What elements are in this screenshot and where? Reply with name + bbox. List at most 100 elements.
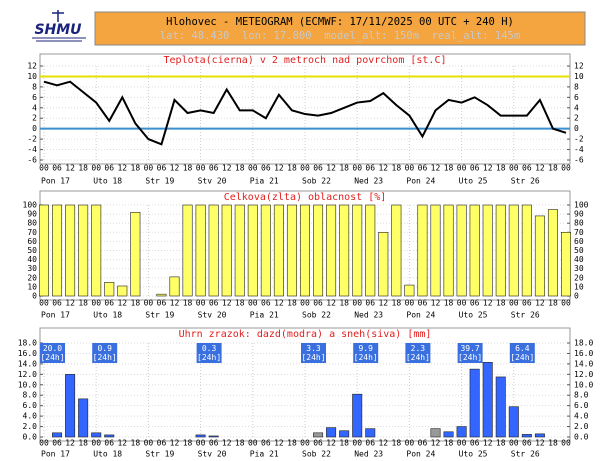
x-tick-label: 00 <box>561 439 571 448</box>
y-tick-label: -4 <box>27 145 37 154</box>
day-label: Str 19 <box>145 177 174 186</box>
bar <box>430 428 441 438</box>
day-label: Pia 21 <box>250 450 279 459</box>
y-tick-label-right: 2.0 <box>574 422 589 431</box>
day-label: Uto 25 <box>459 177 488 186</box>
x-tick-label: 18 <box>287 439 297 448</box>
daily-total-label: 0.9 <box>97 344 112 353</box>
x-tick-label: 06 <box>522 299 532 308</box>
bar <box>39 204 49 297</box>
bar <box>208 435 219 438</box>
day-label: Str 19 <box>145 311 174 320</box>
y-tick-label-right: -4 <box>574 145 584 154</box>
bar <box>104 434 115 438</box>
bar <box>508 406 519 438</box>
x-tick-label: 12 <box>65 164 75 173</box>
x-tick-label: 00 <box>457 164 467 173</box>
chart-title: Celkova(zlta) oblacnost [%] <box>224 192 387 203</box>
x-tick-label: 18 <box>131 299 141 308</box>
x-tick-label: 06 <box>313 299 323 308</box>
bar <box>508 204 519 297</box>
logo-text: SHMU <box>34 22 82 38</box>
day-label: Pon 24 <box>406 311 435 320</box>
bar <box>482 362 493 438</box>
x-tick-label: 18 <box>496 164 506 173</box>
bar <box>182 204 193 297</box>
y-tick-label-right: 100 <box>574 201 589 210</box>
y-tick-label-right: 0 <box>574 292 579 301</box>
header-title: Hlohovec - METEOGRAM (ECMWF: 17/11/2025 … <box>166 16 514 28</box>
y-tick-label-right: 8 <box>574 82 579 91</box>
x-tick-label: 00 <box>300 164 310 173</box>
daily-total-box <box>405 343 431 363</box>
x-tick-label: 00 <box>39 299 49 308</box>
y-tick-label: 10.0 <box>18 380 37 389</box>
x-tick-label: 00 <box>509 439 519 448</box>
y-tick-label: 20 <box>27 273 37 282</box>
bar <box>547 209 558 297</box>
y-tick-label: 2.0 <box>23 422 38 431</box>
logo: SHMU <box>32 10 86 42</box>
day-label: Pia 21 <box>250 311 279 320</box>
day-label: Pon 17 <box>41 177 70 186</box>
bar <box>130 211 141 297</box>
y-tick-label: 100 <box>23 201 38 210</box>
x-tick-label: 18 <box>444 439 454 448</box>
x-tick-label: 12 <box>274 439 284 448</box>
daily-total-unit: [24h] <box>40 353 64 362</box>
y-tick-label-right: 16.0 <box>574 349 593 358</box>
x-tick-label: 00 <box>352 439 362 448</box>
y-tick-label-right: 10.0 <box>574 380 593 389</box>
x-tick-label: 12 <box>65 299 75 308</box>
x-tick-label: 06 <box>209 439 219 448</box>
daily-total-box <box>509 343 535 363</box>
daily-total-unit: [24h] <box>197 353 221 362</box>
bar <box>365 204 376 297</box>
x-tick-label: 12 <box>170 164 180 173</box>
x-tick-label: 00 <box>39 439 49 448</box>
x-tick-label: 06 <box>104 439 114 448</box>
y-tick-label: 4 <box>32 103 37 112</box>
bar <box>521 434 532 438</box>
x-tick-label: 00 <box>91 439 101 448</box>
x-tick-label: 18 <box>78 164 88 173</box>
x-tick-label: 18 <box>548 299 558 308</box>
x-tick-label: 00 <box>196 299 206 308</box>
header-subtitle: lat: 48.430 lon: 17.800 model_alt: 150m … <box>160 30 520 42</box>
bar <box>52 432 63 438</box>
y-tick-label: -6 <box>27 156 37 165</box>
x-tick-label: 18 <box>183 299 193 308</box>
x-tick-label: 06 <box>104 164 114 173</box>
y-tick-label-right: -6 <box>574 156 584 165</box>
y-tick-label: 90 <box>27 210 37 219</box>
x-tick-label: 00 <box>561 299 571 308</box>
x-tick-label: 06 <box>365 164 375 173</box>
daily-total-label: 0.3 <box>202 344 217 353</box>
bar <box>534 215 545 297</box>
y-tick-label-right: 10 <box>574 282 584 291</box>
daily-total-box <box>353 343 379 363</box>
x-tick-label: 12 <box>431 439 441 448</box>
x-tick-label: 12 <box>483 439 493 448</box>
x-tick-label: 18 <box>339 439 349 448</box>
bar <box>495 204 506 297</box>
day-label: Pon 24 <box>406 450 435 459</box>
x-tick-label: 12 <box>535 439 545 448</box>
x-tick-label: 18 <box>78 439 88 448</box>
y-tick-label: 10 <box>27 72 37 81</box>
y-tick-label-right: 80 <box>574 219 584 228</box>
x-tick-label: 18 <box>235 299 245 308</box>
y-tick-label-right: 70 <box>574 228 584 237</box>
x-tick-label: 06 <box>52 299 62 308</box>
x-tick-label: 06 <box>522 439 532 448</box>
bar <box>195 434 206 438</box>
y-tick-label-right: 20 <box>574 273 584 282</box>
y-tick-label: 8.0 <box>23 391 38 400</box>
y-tick-label-right: 12.0 <box>574 370 593 379</box>
bar <box>469 368 480 438</box>
daily-total-box <box>40 343 65 363</box>
y-tick-label: 0.0 <box>23 433 38 442</box>
bar <box>378 232 389 297</box>
x-tick-label: 12 <box>170 299 180 308</box>
x-tick-label: 18 <box>392 164 402 173</box>
